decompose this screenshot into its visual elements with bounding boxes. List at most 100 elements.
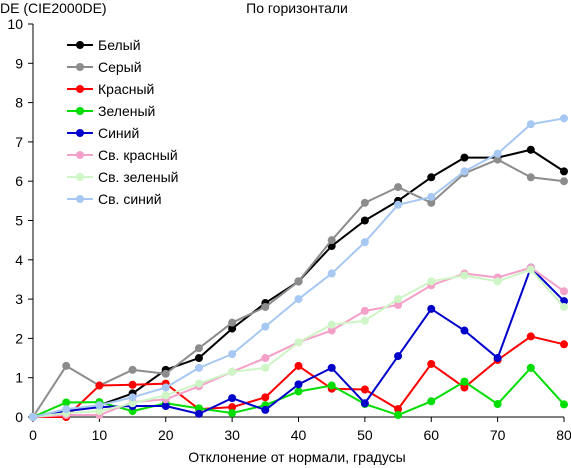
data-point bbox=[161, 401, 170, 410]
data-point bbox=[460, 377, 469, 386]
y-tick-label: 7 bbox=[15, 134, 23, 150]
x-tick-label: 60 bbox=[423, 427, 439, 443]
legend-swatch-marker bbox=[76, 173, 84, 181]
y-tick-label: 4 bbox=[15, 252, 23, 268]
legend-swatch-marker bbox=[76, 41, 84, 49]
legend-swatch-marker bbox=[76, 85, 84, 93]
data-point bbox=[95, 401, 104, 410]
legend: Белый Серый Красный Зеленый Синий Св. красный… bbox=[67, 37, 178, 207]
legend-item: Зеленый bbox=[67, 103, 155, 119]
data-point bbox=[560, 400, 568, 409]
legend-label: Зеленый bbox=[98, 103, 155, 119]
x-tick-label: 10 bbox=[92, 427, 108, 443]
data-point bbox=[95, 407, 104, 416]
legend-item: Св. синий bbox=[67, 191, 162, 207]
x-tick-label: 70 bbox=[490, 427, 506, 443]
y-tick-label: 3 bbox=[15, 291, 23, 307]
data-point bbox=[294, 295, 303, 304]
data-point bbox=[560, 114, 568, 123]
legend-swatch-marker bbox=[76, 195, 84, 203]
y-tick-label: 10 bbox=[7, 16, 23, 32]
data-point bbox=[161, 383, 170, 392]
data-point bbox=[493, 155, 502, 164]
data-point bbox=[560, 297, 568, 306]
y-tick-label: 8 bbox=[15, 95, 23, 111]
data-point bbox=[394, 183, 403, 192]
data-point bbox=[194, 379, 203, 388]
data-point bbox=[360, 238, 369, 247]
data-point bbox=[526, 265, 535, 274]
data-point bbox=[128, 399, 137, 408]
data-point bbox=[128, 365, 137, 374]
data-point bbox=[360, 216, 369, 225]
data-point bbox=[62, 361, 71, 370]
data-point bbox=[460, 271, 469, 280]
legend-swatch-marker bbox=[76, 151, 84, 159]
data-point bbox=[394, 295, 403, 304]
series-7 bbox=[29, 265, 568, 421]
data-point bbox=[427, 198, 436, 207]
data-point bbox=[560, 287, 568, 296]
legend-label: Серый bbox=[98, 59, 142, 75]
data-point bbox=[493, 400, 502, 409]
data-point bbox=[427, 304, 436, 313]
data-point bbox=[194, 354, 203, 363]
data-point bbox=[526, 120, 535, 129]
data-point bbox=[394, 352, 403, 361]
data-point bbox=[194, 344, 203, 353]
data-point bbox=[294, 387, 303, 396]
data-point bbox=[460, 326, 469, 335]
data-point bbox=[360, 385, 369, 394]
x-tick-label: 20 bbox=[158, 427, 174, 443]
chart-title: По горизонтали bbox=[246, 0, 348, 16]
data-point bbox=[526, 332, 535, 341]
data-point bbox=[294, 277, 303, 286]
y-tick-label: 5 bbox=[15, 213, 23, 229]
data-point bbox=[128, 393, 137, 402]
x-tick-label: 0 bbox=[29, 427, 37, 443]
data-point bbox=[261, 322, 270, 331]
data-point bbox=[228, 324, 237, 333]
legend-item: Белый bbox=[67, 37, 141, 53]
legend-label: Св. зеленый bbox=[98, 169, 178, 185]
legend-item: Синий bbox=[67, 125, 139, 141]
series-8 bbox=[29, 114, 568, 421]
data-point bbox=[261, 405, 270, 414]
data-point bbox=[427, 173, 436, 182]
series-layer bbox=[29, 114, 568, 421]
data-point bbox=[161, 391, 170, 400]
data-point bbox=[427, 277, 436, 286]
data-point bbox=[327, 363, 336, 372]
data-point bbox=[95, 381, 104, 390]
data-point bbox=[327, 320, 336, 329]
data-point bbox=[294, 380, 303, 389]
data-point bbox=[560, 340, 568, 349]
y-axis-title: DE (CIE2000DE) bbox=[0, 0, 107, 16]
data-point bbox=[526, 173, 535, 182]
data-point bbox=[194, 409, 203, 418]
legend-item: Св. красный bbox=[67, 147, 178, 163]
data-point bbox=[460, 167, 469, 176]
data-point bbox=[394, 411, 403, 420]
legend-swatch-marker bbox=[76, 129, 84, 137]
x-tick-label: 80 bbox=[556, 427, 571, 443]
data-point bbox=[360, 198, 369, 207]
legend-label: Красный bbox=[98, 81, 154, 97]
data-point bbox=[228, 403, 237, 412]
data-point bbox=[294, 361, 303, 370]
axes: 0 1 2 3 4 5 6 7 8 9 10 0 10 20 30 40 50 60 70 80 bbox=[7, 16, 571, 443]
data-point bbox=[427, 192, 436, 201]
legend-item: Серый bbox=[67, 59, 142, 75]
data-point bbox=[62, 405, 71, 414]
data-point bbox=[327, 236, 336, 245]
data-point bbox=[460, 383, 469, 392]
legend-item: Красный bbox=[67, 81, 154, 97]
data-point bbox=[493, 354, 502, 363]
data-point bbox=[261, 393, 270, 402]
data-point bbox=[62, 398, 71, 407]
y-tick-label: 2 bbox=[15, 330, 23, 346]
y-tick-label: 9 bbox=[15, 55, 23, 71]
data-point bbox=[493, 149, 502, 158]
legend-label: Синий bbox=[98, 125, 139, 141]
